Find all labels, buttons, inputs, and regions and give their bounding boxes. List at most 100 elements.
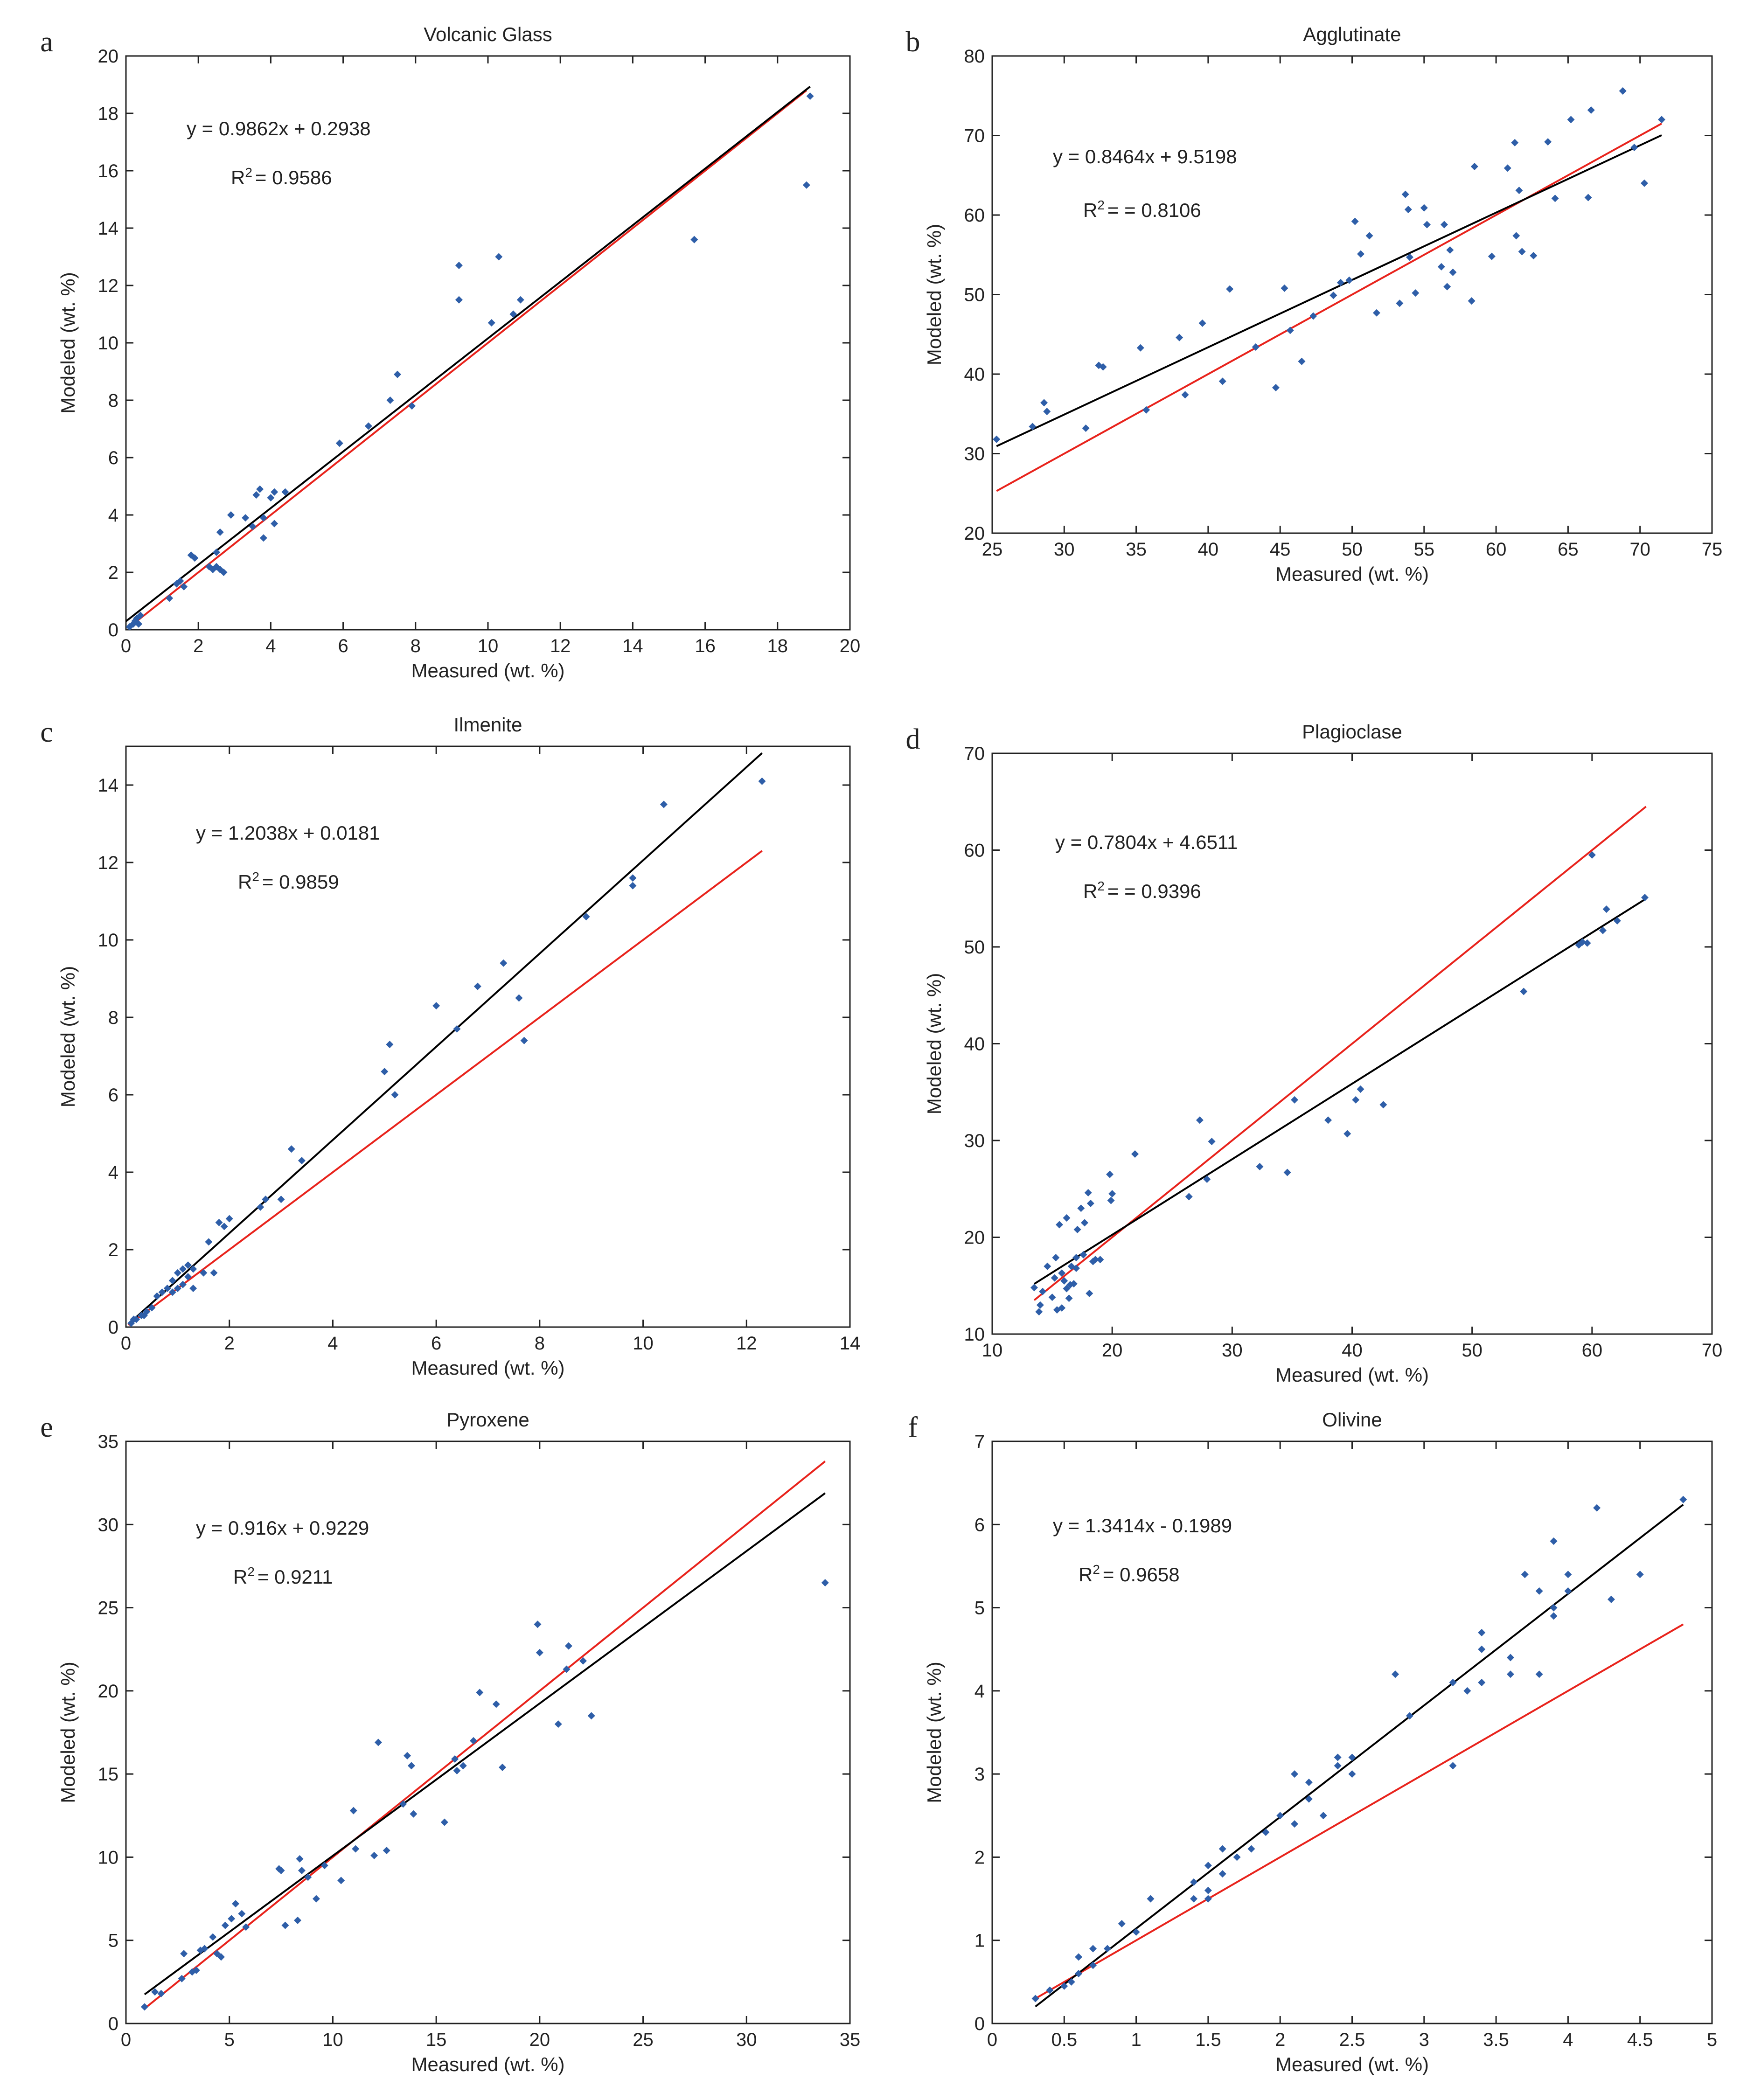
data-point: [1463, 1687, 1471, 1695]
data-point: [1079, 1251, 1087, 1259]
data-point: [1086, 1289, 1093, 1297]
x-tick-label: 60: [1486, 539, 1507, 560]
r-squared-symbol: R: [1083, 199, 1097, 221]
y-tick-label: 25: [98, 1598, 119, 1619]
data-point: [135, 620, 143, 628]
y-tick-label: 30: [964, 1131, 985, 1151]
data-point: [1176, 334, 1183, 341]
data-point: [1305, 1778, 1313, 1786]
data-point: [1599, 926, 1607, 934]
data-point: [455, 296, 463, 304]
data-point: [166, 594, 174, 602]
y-tick-label: 7: [974, 1432, 985, 1452]
data-point: [1142, 406, 1150, 414]
y-axis-label: Modeled (wt. %): [57, 1662, 79, 1803]
y-tick-label: 6: [108, 448, 118, 468]
data-point: [453, 1767, 461, 1775]
y-tick-label: 2: [108, 563, 118, 583]
data-point: [1406, 1712, 1413, 1720]
y-tick-label: 8: [108, 1008, 118, 1028]
data-point: [1593, 1504, 1601, 1512]
x-tick-label: 0.5: [1051, 2030, 1077, 2050]
data-point: [1640, 179, 1648, 187]
x-tick-label: 35: [1126, 539, 1147, 560]
data-point: [352, 1845, 360, 1853]
y-tick-label: 60: [964, 841, 985, 861]
data-point: [1067, 1978, 1075, 1986]
data-point: [174, 1269, 181, 1277]
x-tick-label: 14: [840, 1333, 861, 1354]
axes-frame: [125, 745, 851, 1328]
regression-equation: y = 0.7804x + 4.6511: [1055, 831, 1238, 853]
data-point: [1072, 1254, 1080, 1262]
plot-area: [127, 752, 766, 1327]
data-point: [1286, 327, 1294, 334]
data-point: [257, 1203, 264, 1211]
x-axis-label: Measured (wt. %): [1275, 563, 1429, 585]
data-point: [1198, 319, 1206, 327]
data-point: [210, 1269, 218, 1277]
data-point: [821, 1579, 829, 1587]
data-point: [1208, 1138, 1216, 1146]
data-point: [1262, 1828, 1270, 1836]
data-point: [391, 1091, 399, 1099]
data-point: [179, 1280, 187, 1288]
data-point: [1035, 1308, 1043, 1316]
data-point: [1520, 987, 1528, 995]
data-point: [1348, 1753, 1356, 1761]
one-to-one-line: [144, 1460, 826, 2010]
data-point: [1044, 1262, 1051, 1270]
data-point: [1446, 246, 1454, 254]
one-to-one-line: [996, 123, 1662, 492]
data-point: [1190, 1878, 1198, 1886]
regression-equation: y = 1.3414x - 0.1989: [1053, 1515, 1232, 1537]
data-point: [126, 623, 133, 630]
data-point: [386, 396, 394, 404]
data-point: [205, 1238, 213, 1246]
y-tick-label: 40: [964, 364, 985, 385]
data-point: [1478, 1679, 1486, 1687]
data-point: [1092, 1256, 1100, 1264]
data-point: [1506, 1670, 1514, 1678]
data-point: [582, 913, 590, 921]
x-axis-label: Measured (wt. %): [1275, 2053, 1429, 2075]
y-tick-label: 30: [964, 444, 985, 465]
x-tick-label: 50: [1462, 1340, 1483, 1361]
y-tick-label: 50: [964, 285, 985, 306]
x-tick-label: 1: [1131, 2030, 1141, 2050]
data-point: [1218, 377, 1226, 385]
chart-panel-f: 0 0.5 1 1.5 2 2.5 3 3.5 4 4.5 5 0 1 2 3 4 5 6 7 Olivine Meas…: [908, 1409, 1717, 2075]
data-point: [629, 882, 637, 890]
regression-equation: y = 0.8464x + 9.5198: [1053, 146, 1237, 167]
data-point: [1518, 248, 1526, 256]
data-point: [1630, 144, 1638, 152]
panel-letter: c: [40, 716, 53, 748]
data-point: [1252, 343, 1260, 351]
data-point: [1283, 1168, 1291, 1176]
data-point: [1056, 1221, 1064, 1229]
x-tick-label: 12: [550, 636, 571, 656]
r-squared-annotation: R2 = 0.9586: [231, 165, 332, 188]
x-tick-label: 10: [322, 2030, 343, 2050]
data-point: [252, 491, 260, 499]
data-point: [1550, 1612, 1558, 1620]
data-point: [500, 959, 508, 967]
data-point: [337, 1877, 345, 1884]
r-squared-value: = = 0.9396: [1107, 880, 1201, 902]
data-point: [281, 488, 289, 496]
data-point: [1058, 1304, 1066, 1312]
data-point: [1348, 1770, 1356, 1778]
data-point: [1030, 1284, 1038, 1292]
data-point: [534, 1620, 542, 1628]
data-point: [180, 1950, 188, 1958]
y-tick-label: 16: [98, 161, 119, 181]
data-point: [520, 1036, 528, 1044]
y-tick-label: 20: [98, 46, 119, 67]
x-tick-label: 30: [1222, 1340, 1243, 1361]
data-point: [1040, 399, 1048, 407]
data-point: [1089, 1961, 1097, 1969]
data-point: [335, 439, 343, 447]
chart-panel-d: 10 20 30 40 50 60 70 10 20 30 40 50 60 70 Plagioclase M…: [906, 721, 1723, 1386]
plot-area: [1031, 1495, 1687, 2008]
data-point: [1063, 1285, 1071, 1293]
